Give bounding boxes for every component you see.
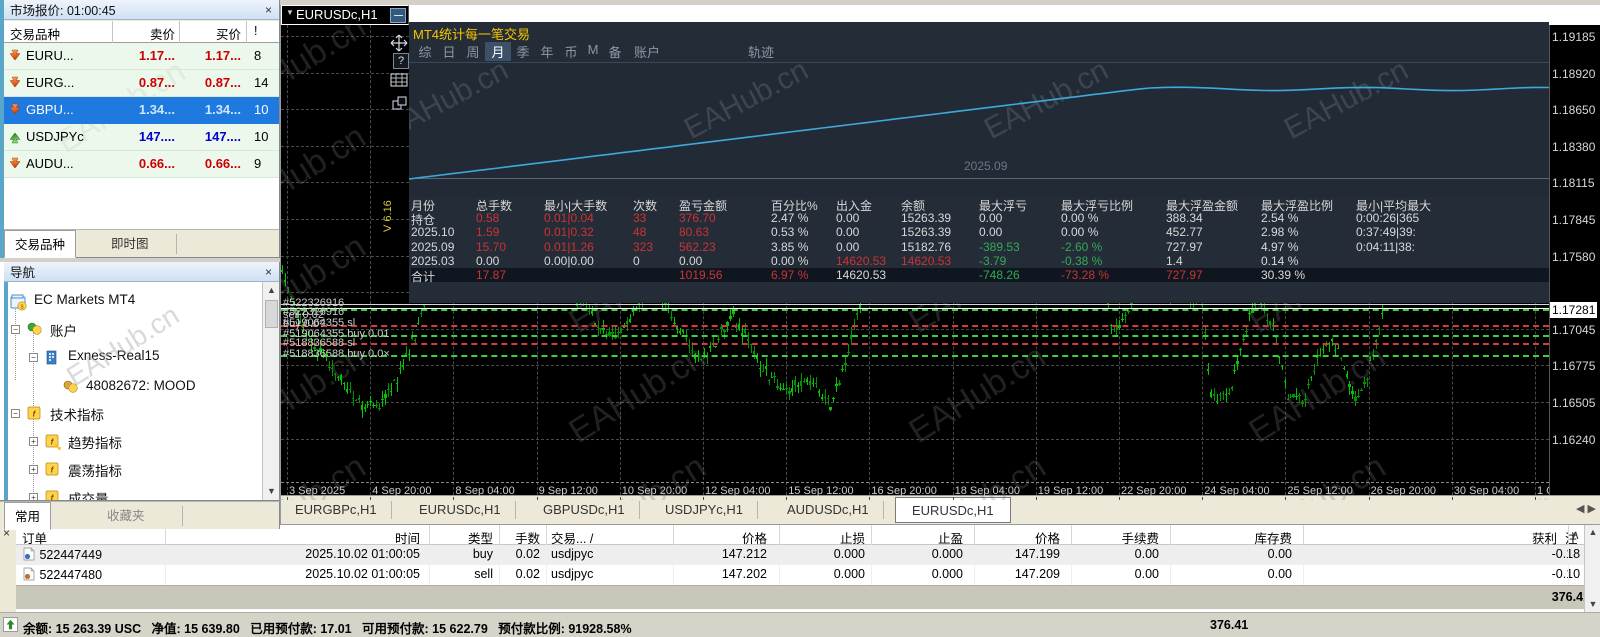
svg-text:$: $ (20, 304, 23, 310)
